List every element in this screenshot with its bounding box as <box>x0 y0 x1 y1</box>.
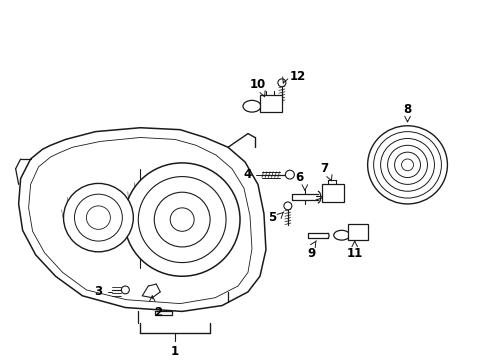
Circle shape <box>170 208 194 231</box>
Circle shape <box>401 159 413 171</box>
Circle shape <box>285 170 294 179</box>
Circle shape <box>121 286 129 294</box>
Circle shape <box>154 192 210 247</box>
FancyBboxPatch shape <box>347 224 367 240</box>
Text: 10: 10 <box>249 78 265 91</box>
Text: 4: 4 <box>243 168 251 181</box>
Text: 7: 7 <box>320 162 328 175</box>
Circle shape <box>373 132 441 198</box>
Text: 8: 8 <box>403 103 411 116</box>
Text: 11: 11 <box>346 247 362 260</box>
Text: 6: 6 <box>295 171 304 184</box>
Text: 2: 2 <box>154 306 162 319</box>
Circle shape <box>63 183 133 252</box>
Polygon shape <box>19 128 265 311</box>
Text: 3: 3 <box>94 285 102 298</box>
Circle shape <box>367 126 447 204</box>
Circle shape <box>138 177 225 262</box>
Ellipse shape <box>243 100 261 112</box>
Ellipse shape <box>333 230 349 240</box>
Circle shape <box>277 79 285 87</box>
Circle shape <box>74 194 122 241</box>
Text: 12: 12 <box>289 71 305 84</box>
Circle shape <box>284 202 291 210</box>
Text: 9: 9 <box>307 247 315 260</box>
Circle shape <box>124 163 240 276</box>
Circle shape <box>86 206 110 229</box>
FancyBboxPatch shape <box>260 95 281 112</box>
Text: 5: 5 <box>267 211 276 224</box>
Circle shape <box>394 152 420 177</box>
Circle shape <box>380 139 433 191</box>
FancyBboxPatch shape <box>321 184 343 202</box>
Polygon shape <box>29 138 251 303</box>
Text: 1: 1 <box>171 345 179 357</box>
Circle shape <box>387 145 427 184</box>
